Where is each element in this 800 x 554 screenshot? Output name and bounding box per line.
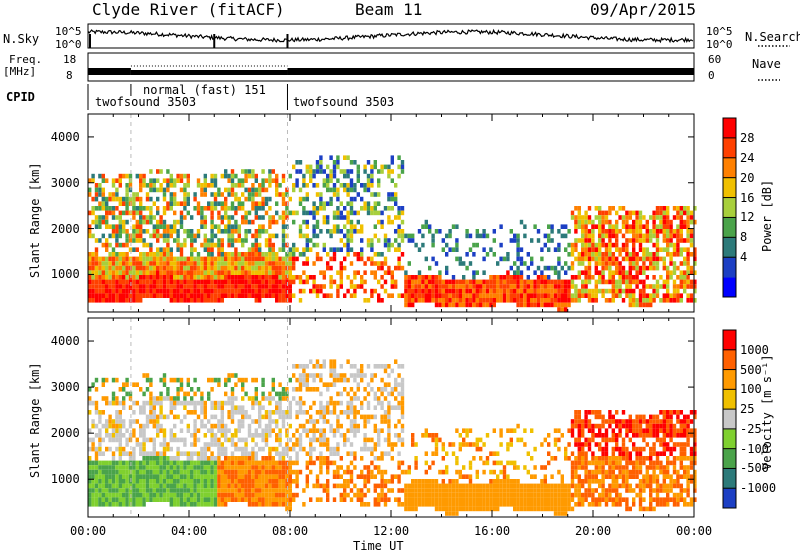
beam-title: Beam 11 [355,0,423,19]
velocity-colorbar-tick-label-4: -25 [740,421,762,436]
power-colorbar-label: Power [dB] [760,179,774,252]
velocity-colorbar-swatch [723,409,736,430]
power-cells [88,155,697,312]
date-title: 09/Apr/2015 [590,0,696,19]
velocity-colorbar-tick-label-6: -500 [740,461,769,476]
velocity-colorbar-swatch [723,488,736,509]
velocity-colorbar-tick-label-1: 500 [740,362,762,377]
power-panel [87,113,697,313]
velocity-panel [87,317,697,518]
nsky-tick-top: 10^5 [55,25,82,38]
power-colorbar-tick-label-4: 12 [740,210,755,225]
nsky-label: N.Sky [3,32,40,46]
velocity-colorbar-tick-label-0: 1000 [740,342,769,357]
velocity-ylabel: Slant Range [km] [28,362,42,478]
nave-tick-top: 60 [708,53,722,66]
power-colorbar-swatch [723,217,736,238]
freq-tick-bottom: 8 [66,69,73,82]
power-colorbar-swatch [723,257,736,278]
xaxis-label: Time UT [353,539,404,553]
nsky-trace [87,28,694,44]
freq-band-1 [88,68,131,75]
ytick-label-0-1: 2000 [50,221,80,236]
nave-label: Nave [752,57,781,71]
power-colorbar-tick-label-0: 28 [740,130,755,145]
nave-tick-bottom: 0 [708,69,715,82]
power-colorbar-tick-label-2: 20 [740,170,755,185]
nsky-tick-bottom: 10^0 [55,38,82,51]
xtick-label-4: 16:00 [474,524,511,538]
power-colorbar-swatch [723,197,736,218]
xtick-label-0: 00:00 [70,524,107,538]
velocity-colorbar-swatch [723,330,736,351]
power-colorbar-swatch [723,157,736,179]
ytick-label-1-1: 2000 [50,426,80,441]
velocity-colorbar-swatch [723,448,736,469]
freq-panel-frame [87,52,695,82]
nsearch-label: N.Search [745,30,800,44]
velocity-colorbar-tick-label-5: -100 [740,441,769,456]
power-colorbar-swatch [723,118,736,139]
velocity-colorbar-frame [722,329,737,509]
cpid-mode-2: normal (fast) 151 [143,83,266,97]
cpid-mode-3: twofsound 3503 [293,95,395,109]
nsearch-tick-bottom: 10^0 [706,38,733,51]
xtick-label-2: 08:00 [272,524,309,538]
velocity-colorbar-swatch [723,468,736,489]
ytick-label-1-0: 1000 [50,472,80,487]
station-title: Clyde River (fitACF) [92,0,285,19]
freq-label: Freq. [9,53,43,66]
nsky-panel-frame [87,23,695,49]
freq-band-3 [287,68,694,75]
velocity-colorbar-swatch [723,389,736,410]
velocity-colorbar-swatch [723,369,736,390]
freq-band-2 [130,70,288,75]
ytick-label-1-2: 3000 [50,380,80,395]
power-colorbar-tick-label-6: 4 [740,250,748,265]
power-colorbar-swatch [723,137,736,159]
power-colorbar-swatch [723,277,736,298]
power-colorbar-tick-label-1: 24 [740,150,755,165]
cpid-label: CPID [6,90,35,104]
ytick-label-0-2: 3000 [50,175,80,190]
velocity-colorbar-tick-label-2: 100 [740,382,762,397]
nsearch-tick-top: 10^5 [706,25,733,38]
power-colorbar-frame [722,117,737,298]
xtick-label-5: 20:00 [575,524,612,538]
xtick-label-6: 00:00 [676,524,713,538]
power-colorbar-swatch [723,177,736,199]
ytick-label-0-0: 1000 [50,267,80,282]
ytick-label-1-3: 4000 [50,334,80,349]
velocity-colorbar-swatch [723,428,736,450]
ytick-label-0-3: 4000 [50,129,80,144]
xtick-label-1: 04:00 [171,524,208,538]
power-ylabel: Slant Range [km] [28,162,42,278]
power-colorbar-tick-label-5: 8 [740,230,748,245]
power-colorbar-swatch [723,237,736,258]
cpid-mode-1: twofsound 3503 [95,95,197,109]
xtick-label-3: 12:00 [373,524,410,538]
velocity-colorbar-swatch [723,349,736,371]
freq-tick-top: 18 [63,53,77,66]
power-colorbar-tick-label-3: 16 [740,190,755,205]
velocity-colorbar-tick-label-7: -1000 [740,481,777,496]
freq-unit-label: [MHz] [3,65,37,78]
velocity-colorbar-tick-label-3: 25 [740,402,755,417]
